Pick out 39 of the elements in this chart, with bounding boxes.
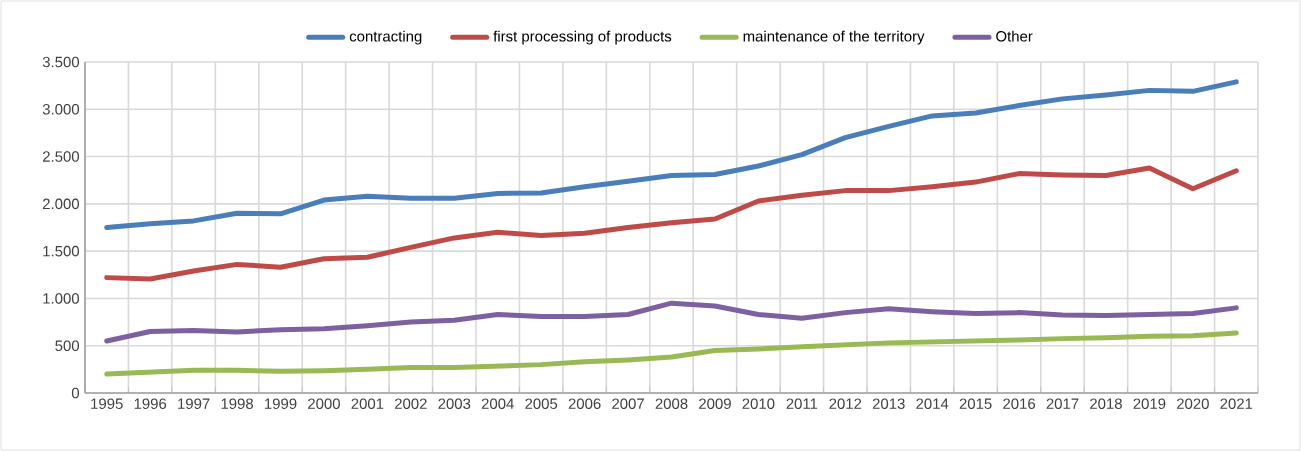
x-tick-label: 2005 [525, 398, 558, 409]
y-tick-label: 2.000 [42, 198, 80, 210]
x-tick-label: 2018 [1090, 398, 1122, 409]
x-tick-label: 2019 [1133, 398, 1166, 409]
legend-label: maintenance of the territory [743, 30, 925, 45]
x-tick-label: 2008 [655, 398, 688, 409]
y-tick-label: 2.500 [42, 151, 80, 162]
x-tick-label: 1995 [91, 398, 123, 409]
x-tick-label: 1999 [265, 398, 297, 409]
x-tick-label: 2017 [1046, 398, 1079, 409]
y-tick-label: 1.500 [43, 245, 80, 257]
legend-label: Other [996, 30, 1033, 42]
x-tick-label: 2010 [742, 398, 775, 409]
y-tick-label: 0 [71, 387, 80, 399]
x-tick-label: 2016 [1003, 398, 1036, 409]
legend-label: first processing of products [493, 30, 672, 45]
x-tick-label: 2014 [916, 398, 949, 409]
x-tick-label: 2004 [481, 398, 514, 409]
x-tick-label: 2003 [438, 398, 471, 409]
x-tick-label: 1998 [221, 398, 254, 409]
y-tick-label: 3.000 [42, 103, 80, 115]
x-tick-label: 2021 [1220, 398, 1253, 409]
x-tick-label: 2012 [829, 398, 862, 409]
x-tick-label: 2001 [351, 398, 384, 409]
x-tick-label: 1997 [178, 398, 210, 409]
x-tick-label: 2015 [959, 398, 992, 409]
x-tick-label: 2007 [612, 398, 644, 409]
x-tick-label: 2000 [308, 398, 340, 409]
x-tick-label: 2002 [394, 398, 427, 409]
y-tick-label: 3.500 [42, 56, 80, 68]
x-tick-label: 1996 [134, 398, 167, 409]
y-tick-label: 1.000 [43, 293, 80, 304]
x-tick-label: 2011 [786, 398, 818, 409]
legend-label: contracting [349, 30, 422, 45]
x-tick-label: 2006 [568, 398, 601, 409]
x-tick-label: 2020 [1176, 398, 1209, 409]
x-tick-label: 2013 [872, 398, 905, 409]
x-tick-label: 2009 [699, 398, 731, 409]
y-tick-label: 500 [55, 340, 80, 352]
